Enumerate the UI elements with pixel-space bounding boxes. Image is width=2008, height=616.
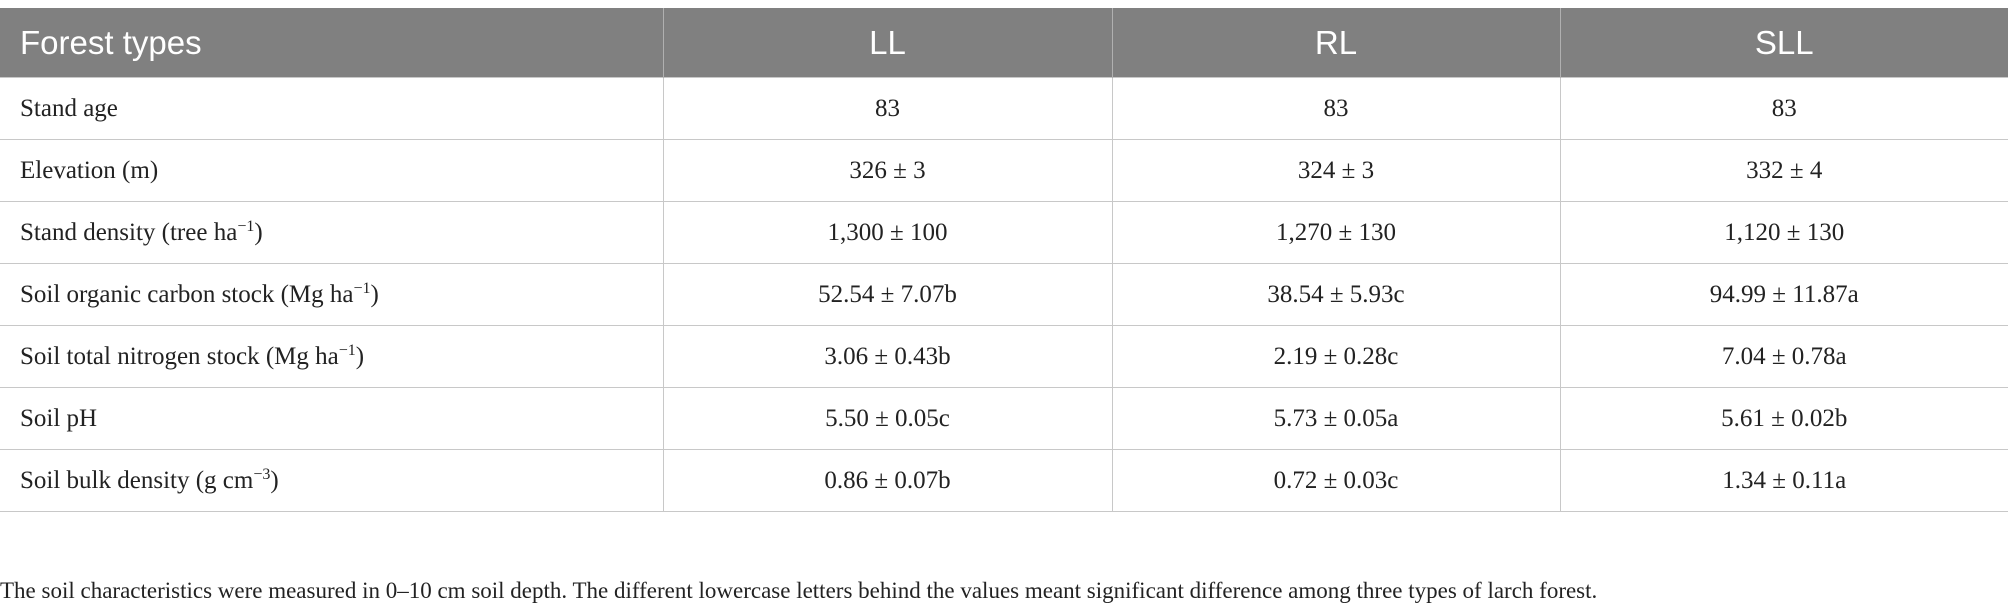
value-cell: 83 <box>1559 77 2008 140</box>
table-body: Stand age 83 83 83 Elevation (m) 326 ± 3 324 ±… <box>0 77 2008 512</box>
row-label: Soil pH <box>0 387 664 450</box>
label-text: ) <box>254 219 263 246</box>
unit-exponent: −1 <box>237 218 255 235</box>
value-cell: 2.19 ± 0.28c <box>1111 325 1561 388</box>
header-cell: LL <box>662 8 1112 78</box>
row-label: Stand age <box>0 77 664 140</box>
label-text: ) <box>370 281 379 308</box>
value-cell: 52.54 ± 7.07b <box>662 263 1113 326</box>
label-text: ) <box>355 343 365 370</box>
table-row: Soil total nitrogen stock (Mg ha−1) 3.06 … <box>0 325 2008 388</box>
value-cell: 1,120 ± 130 <box>1559 201 2008 264</box>
label-text: Soil total nitrogen stock (Mg ha <box>20 343 339 370</box>
value-cell: 332 ± 4 <box>1559 139 2008 202</box>
value-cell: 83 <box>1111 77 1561 140</box>
table-row: Stand age 83 83 83 <box>0 77 2008 140</box>
header-cell: Forest types <box>0 8 663 78</box>
label-text: Soil organic carbon stock (Mg ha <box>20 281 354 308</box>
value-cell: 83 <box>662 77 1113 140</box>
table-row: Soil pH 5.50 ± 0.05c 5.73 ± 0.05a 5.61 ± 0.… <box>0 387 2008 450</box>
label-text: Soil bulk density (g cm <box>20 467 254 494</box>
row-label: Stand density (tree ha−1) <box>0 201 664 264</box>
value-cell: 326 ± 3 <box>662 139 1113 202</box>
header-cell: SLL <box>1559 8 2008 78</box>
row-label: Soil bulk density (g cm−3) <box>0 449 664 512</box>
unit-exponent: −1 <box>338 342 356 359</box>
value-cell: 5.61 ± 0.02b <box>1559 387 2008 450</box>
row-label: Soil total nitrogen stock (Mg ha−1) <box>0 325 664 388</box>
table-row: Elevation (m) 326 ± 3 324 ± 3 332 ± 4 <box>0 139 2008 202</box>
value-cell: 38.54 ± 5.93c <box>1111 263 1561 326</box>
header-cell: RL <box>1111 8 1560 78</box>
table-row: Soil bulk density (g cm−3) 0.86 ± 0.07b 0.… <box>0 449 2008 512</box>
label-text: ) <box>270 467 279 494</box>
data-table: Forest types LL RL SLL Stand age 83 83 83 Eleva… <box>0 8 2008 512</box>
table-row: Stand density (tree ha−1) 1,300 ± 100 1,27… <box>0 201 2008 264</box>
value-cell: 94.99 ± 11.87a <box>1559 263 2008 326</box>
value-cell: 0.86 ± 0.07b <box>662 449 1113 512</box>
value-cell: 1.34 ± 0.11a <box>1559 449 2008 512</box>
value-cell: 0.72 ± 0.03c <box>1111 449 1561 512</box>
row-label: Soil organic carbon stock (Mg ha−1) <box>0 263 664 326</box>
value-cell: 324 ± 3 <box>1111 139 1561 202</box>
row-label: Elevation (m) <box>0 139 664 202</box>
value-cell: 5.73 ± 0.05a <box>1111 387 1561 450</box>
value-cell: 1,270 ± 130 <box>1111 201 1561 264</box>
unit-exponent: −3 <box>253 466 271 483</box>
label-text: Stand density (tree ha <box>20 219 238 246</box>
footnote: The soil characteristics were measured i… <box>0 578 1598 603</box>
table-row: Soil organic carbon stock (Mg ha−1) 52.54… <box>0 263 2008 326</box>
value-cell: 5.50 ± 0.05c <box>662 387 1113 450</box>
value-cell: 7.04 ± 0.78a <box>1559 325 2008 388</box>
unit-exponent: −1 <box>353 280 371 297</box>
header-row: Forest types LL RL SLL <box>0 8 2008 78</box>
value-cell: 3.06 ± 0.43b <box>662 325 1113 388</box>
value-cell: 1,300 ± 100 <box>662 201 1113 264</box>
